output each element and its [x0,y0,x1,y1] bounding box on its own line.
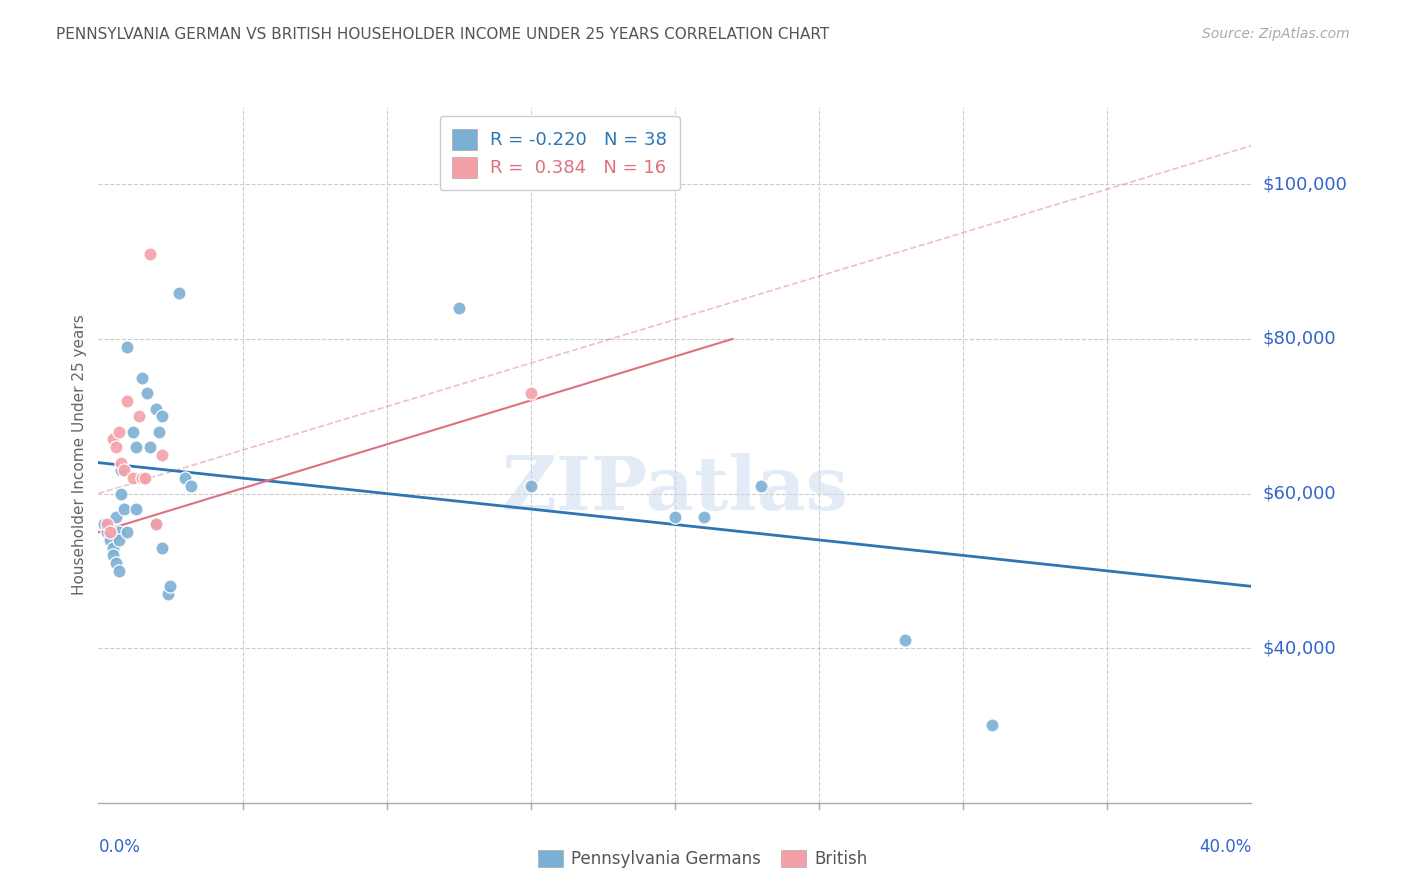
Point [104,509,127,524]
Point [96,525,118,540]
Point [93,517,115,532]
Point [156,587,179,601]
Point [117,393,138,408]
Point [128,409,150,424]
Legend: R = -0.220   N = 38, R =  0.384   N = 16: R = -0.220 N = 38, R = 0.384 N = 16 [440,116,679,190]
Point [96,517,118,532]
Point [150,448,173,462]
Point [101,433,124,447]
Point [174,471,197,485]
Point [98,525,121,540]
Point [107,564,129,578]
Point [104,440,127,454]
Text: ZIPatlas: ZIPatlas [502,453,848,526]
Legend: Pennsylvania Germans, British: Pennsylvania Germans, British [531,843,875,875]
Point [447,301,470,315]
Point [664,509,686,524]
Point [159,579,181,593]
Point [520,479,543,493]
Point [98,533,121,547]
Point [125,502,148,516]
Text: $60,000: $60,000 [1263,484,1337,502]
Text: 0.0%: 0.0% [98,838,141,855]
Text: Source: ZipAtlas.com: Source: ZipAtlas.com [1202,27,1350,41]
Point [145,401,167,416]
Text: PENNSYLVANIA GERMAN VS BRITISH HOUSEHOLDER INCOME UNDER 25 YEARS CORRELATION CHA: PENNSYLVANIA GERMAN VS BRITISH HOUSEHOLD… [56,27,830,42]
Point [134,471,156,485]
Point [101,541,124,555]
Point [139,247,162,261]
Point [145,517,167,532]
Text: $40,000: $40,000 [1263,640,1337,657]
Point [693,509,716,524]
Y-axis label: Householder Income Under 25 years: Householder Income Under 25 years [72,315,87,595]
Point [110,463,132,477]
Point [104,556,127,570]
Point [107,533,129,547]
Point [150,409,173,424]
Point [139,440,162,454]
Point [110,486,132,500]
Point [122,425,145,439]
Point [117,340,138,354]
Point [110,456,132,470]
Point [145,517,167,532]
Point [148,425,170,439]
Point [112,502,135,516]
Point [117,525,138,540]
Point [180,479,202,493]
Point [150,541,173,555]
Text: 40.0%: 40.0% [1199,838,1251,855]
Point [981,718,1004,732]
Point [107,425,129,439]
Point [122,471,145,485]
Point [112,463,135,477]
Point [125,440,148,454]
Point [131,370,153,384]
Text: $80,000: $80,000 [1263,330,1337,348]
Point [136,386,159,401]
Point [107,525,129,540]
Point [894,633,917,648]
Point [167,285,190,300]
Point [131,471,153,485]
Text: $100,000: $100,000 [1263,176,1348,194]
Point [101,549,124,563]
Point [751,479,773,493]
Point [520,386,543,401]
